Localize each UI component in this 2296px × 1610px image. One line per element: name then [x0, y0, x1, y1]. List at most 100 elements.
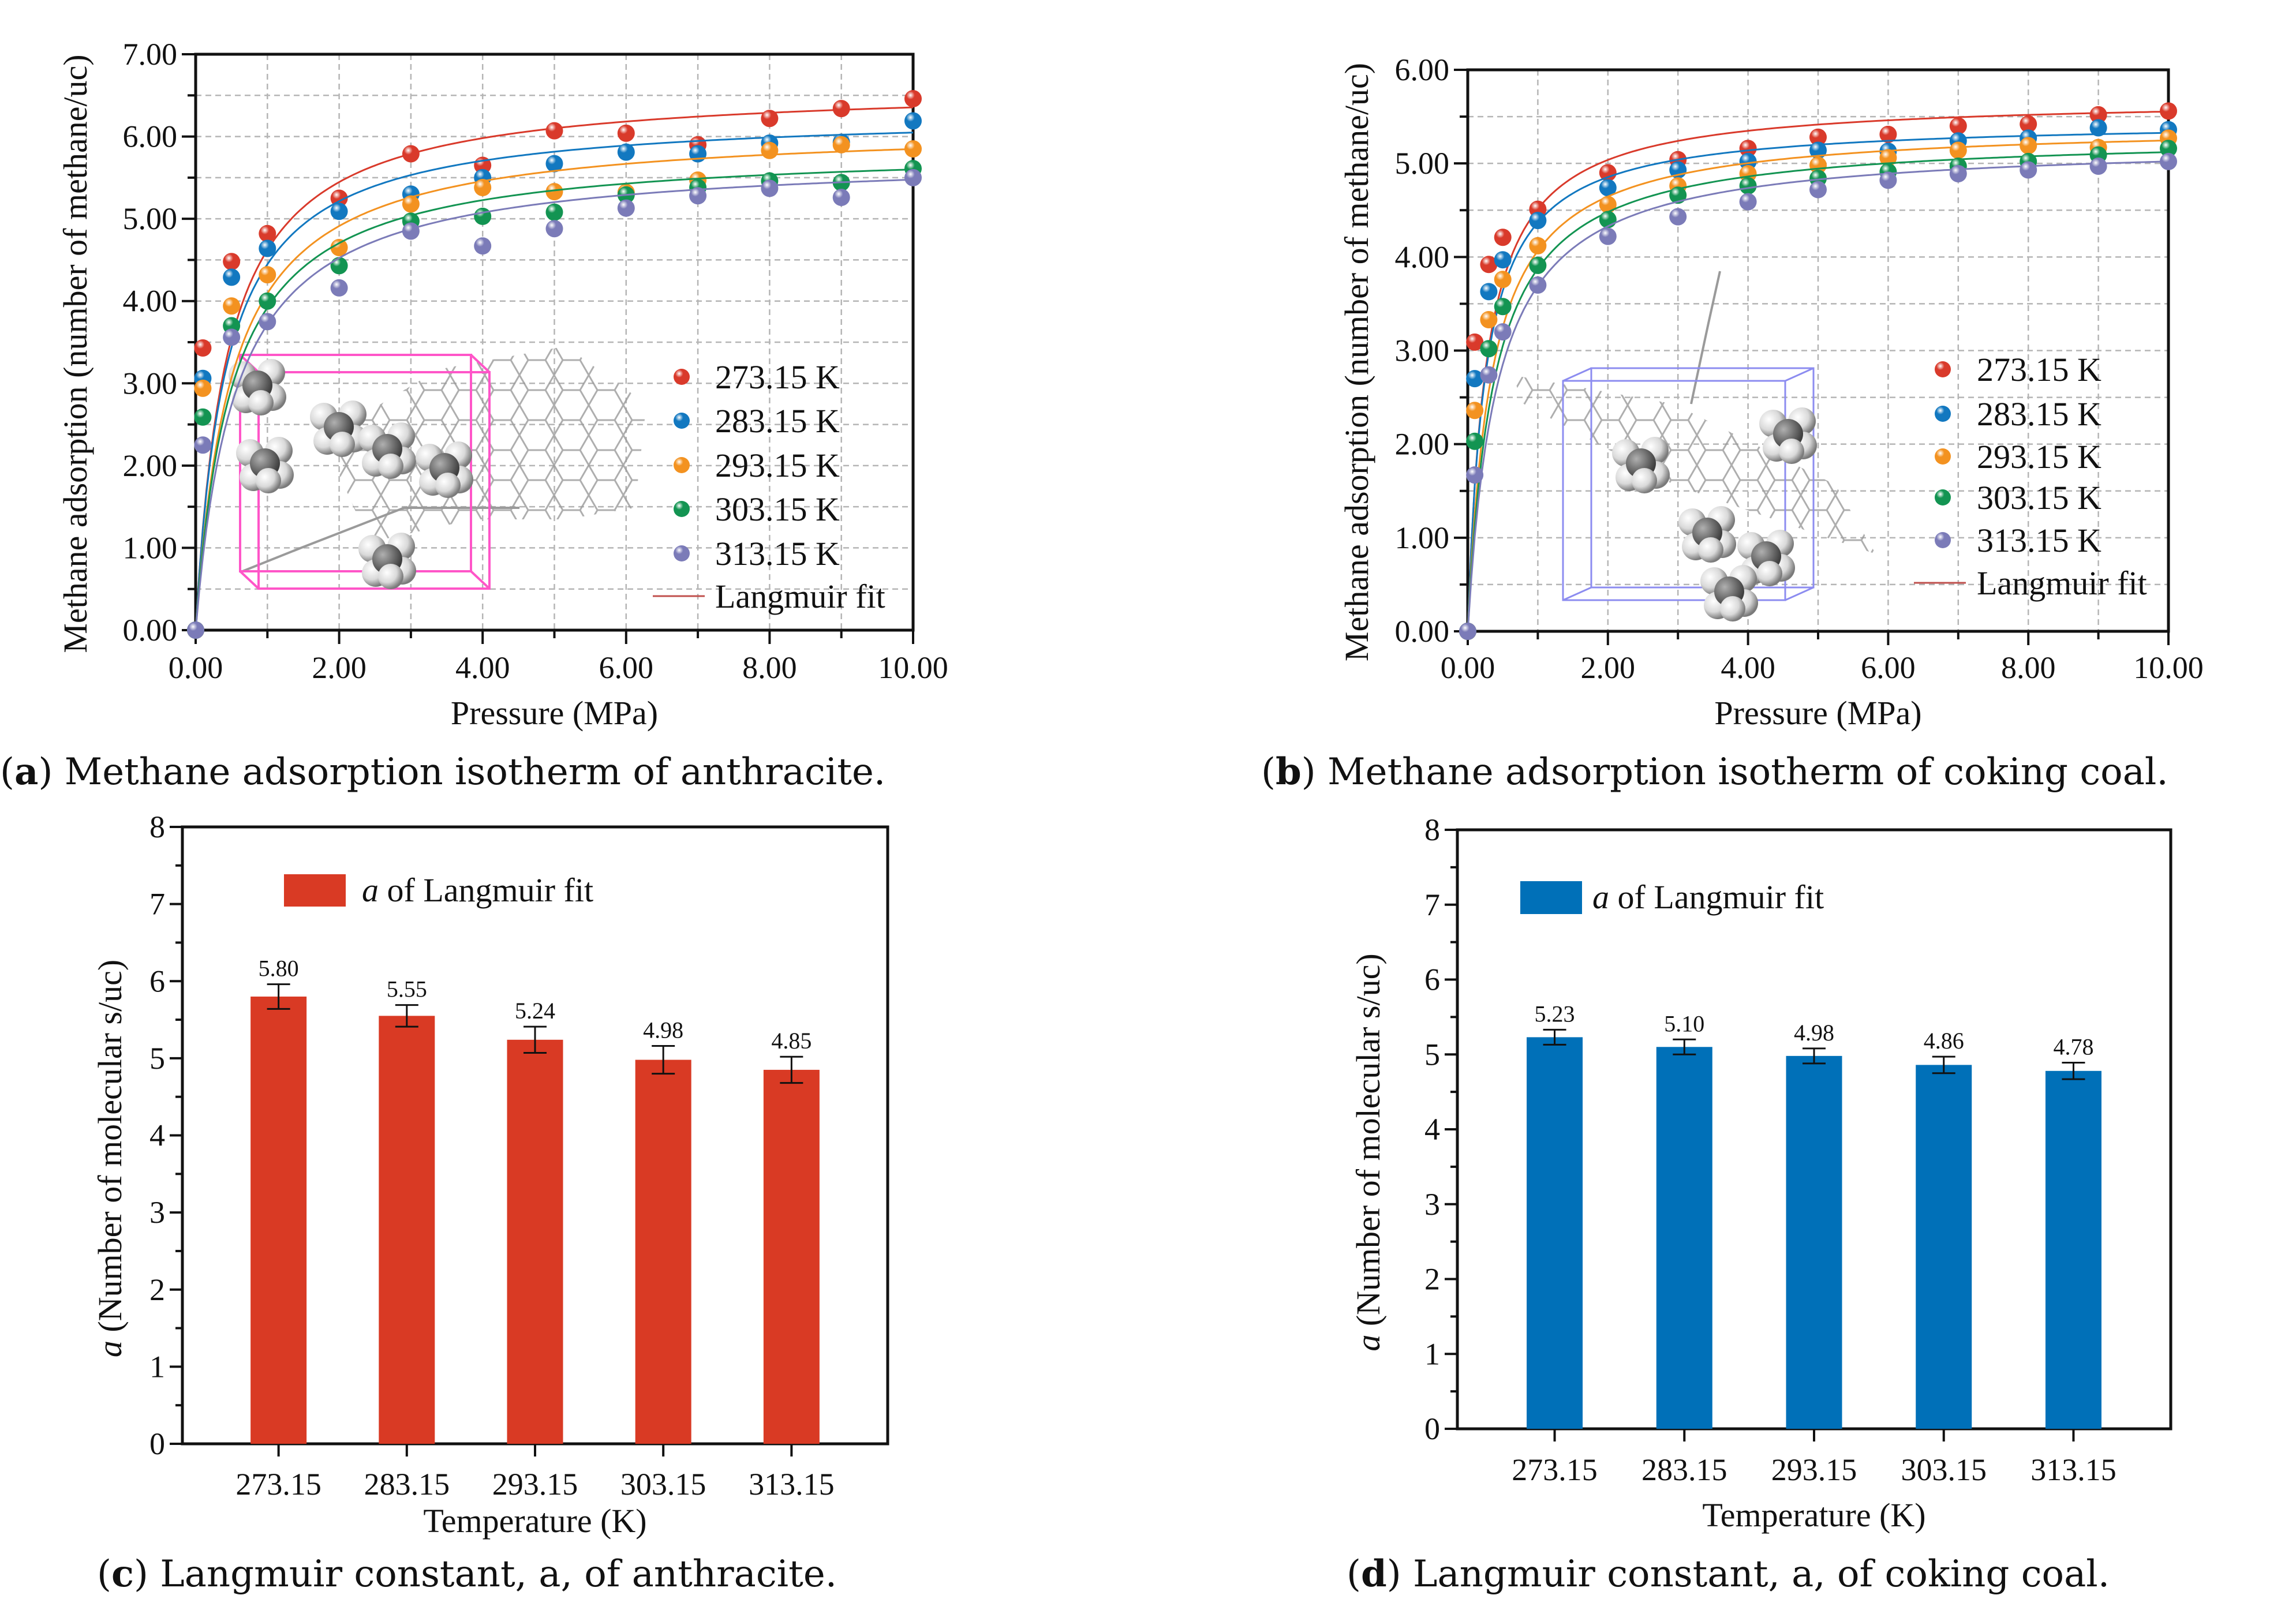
data-point: [545, 122, 563, 140]
legend-text: of Langmuir fit: [1609, 878, 1824, 916]
data-point: [1459, 623, 1476, 640]
legend-swatch: [1520, 881, 1582, 914]
y-tick-label: 2: [1424, 1262, 1440, 1297]
data-point: [2160, 140, 2177, 158]
caption-letter: d: [1347, 1552, 1401, 1596]
data-point: [761, 110, 779, 128]
error-bar: [2062, 1062, 2085, 1080]
legend-label: 273.15 K: [1977, 351, 2101, 388]
langmuir-fit-line: [1467, 110, 2169, 632]
y-tick-label: 5.00: [1395, 146, 1450, 181]
y-axis-label: Methane adsorption (number of methane/uc…: [1338, 63, 1375, 661]
data-point: [1739, 165, 1757, 183]
y-tick-label: 3: [149, 1195, 165, 1230]
x-tick-label: 6.00: [599, 650, 654, 685]
data-point: [1480, 366, 1498, 384]
methane-molecule: [358, 422, 416, 479]
data-point: [1466, 333, 1484, 351]
data-point: [904, 89, 922, 107]
bar-value-label: 4.86: [1924, 1028, 1964, 1054]
data-point: [1529, 237, 1547, 254]
data-point: [223, 328, 241, 346]
data-point: [474, 237, 492, 255]
error-bar: [1803, 1047, 1826, 1065]
data-point: [1480, 283, 1498, 301]
data-point: [1466, 402, 1484, 420]
data-point: [545, 203, 563, 221]
methane-molecule: [1678, 506, 1736, 563]
x-axis-label: Temperature (K): [423, 1502, 646, 1540]
y-tick-label: 2.00: [1395, 427, 1450, 462]
data-point: [1809, 128, 1827, 146]
x-tick-label: 313.15: [2030, 1452, 2116, 1487]
y-tick-label: 6.00: [1395, 53, 1450, 87]
data-point: [1879, 149, 1897, 167]
x-tick-label: 0.00: [1441, 650, 1495, 685]
y-tick-label: 5: [1424, 1037, 1440, 1072]
data-point: [1599, 179, 1617, 197]
bar-value-label: 5.23: [1535, 1001, 1575, 1027]
data-point: [1529, 212, 1547, 230]
y-axis-label: a (Number of molecular s/uc): [1349, 953, 1387, 1351]
data-point: [832, 189, 850, 207]
data-point: [617, 199, 635, 217]
y-axis-variable: a: [1349, 1335, 1387, 1351]
data-point: [617, 143, 635, 161]
y-tick-label: 3.00: [123, 366, 178, 400]
y-tick-label: 6.00: [123, 119, 178, 154]
legend-label: a of Langmuir fit: [362, 871, 593, 909]
legend-label: 293.15 K: [715, 447, 840, 484]
chart-b: 0.00 2.00 4.00 6.00 8.00 10.00 0.00 1.00 2.00 3.0…: [1338, 53, 2204, 732]
methane-molecule: [1700, 565, 1758, 621]
langmuir-fit-line: [1467, 139, 2169, 632]
data-point: [1494, 323, 1512, 341]
data-point: [259, 292, 276, 310]
legend-marker: [674, 413, 690, 429]
x-tick-label: 4.00: [455, 650, 510, 685]
y-tick-label: 2: [149, 1272, 165, 1307]
y-axis-label-text: (Number of molecular s/uc): [91, 960, 129, 1341]
caption-letter: c: [97, 1552, 148, 1596]
data-point: [2089, 158, 2107, 175]
bar-value-label: 5.24: [515, 998, 555, 1024]
data-point: [545, 155, 563, 173]
x-tick-label: 4.00: [1721, 650, 1775, 685]
legend-marker: [674, 501, 690, 517]
caption-b: b Methane adsorption isotherm of coking …: [1261, 750, 2168, 793]
legend-variable: a: [1592, 878, 1609, 916]
y-tick-label: 0: [149, 1426, 165, 1461]
data-point: [194, 339, 212, 357]
methane-molecule: [1759, 407, 1817, 464]
x-tick-label: 303.15: [620, 1467, 706, 1502]
data-point: [1739, 140, 1757, 158]
data-point: [1739, 193, 1757, 211]
y-tick-label: 7: [149, 887, 165, 922]
legend-label: 303.15 K: [1977, 479, 2101, 516]
caption-c: c Langmuir constant, a, of anthracite.: [97, 1552, 837, 1596]
y-tick-label: 7.00: [123, 37, 178, 72]
langmuir-fit-line: [195, 169, 914, 631]
x-tick-label: 273.15: [1512, 1452, 1598, 1487]
y-tick-label: 3.00: [1395, 334, 1450, 368]
data-point: [259, 313, 276, 331]
x-axis-label: Pressure (MPa): [1714, 694, 1921, 732]
data-point: [904, 112, 922, 130]
y-tick-label: 8: [1424, 813, 1440, 847]
legend-marker: [1935, 448, 1951, 465]
coal-structure: [323, 346, 646, 542]
legend-marker: [1935, 532, 1951, 548]
data-point: [259, 266, 276, 284]
x-axis-label: Temperature (K): [1702, 1496, 1925, 1534]
data-point: [194, 408, 212, 426]
caption-text: Methane adsorption isotherm of anthracit…: [64, 751, 886, 793]
legend-marker: [1935, 489, 1951, 506]
x-tick-label: 303.15: [1901, 1452, 1987, 1487]
data-point: [832, 136, 850, 153]
y-axis-label-text: (Number of molecular s/uc): [1349, 953, 1387, 1334]
data-point: [474, 178, 492, 196]
series-27315K: [187, 89, 922, 639]
y-axis-label: a (Number of molecular s/uc): [91, 960, 129, 1357]
data-point: [2089, 119, 2107, 137]
data-point: [2020, 161, 2037, 179]
